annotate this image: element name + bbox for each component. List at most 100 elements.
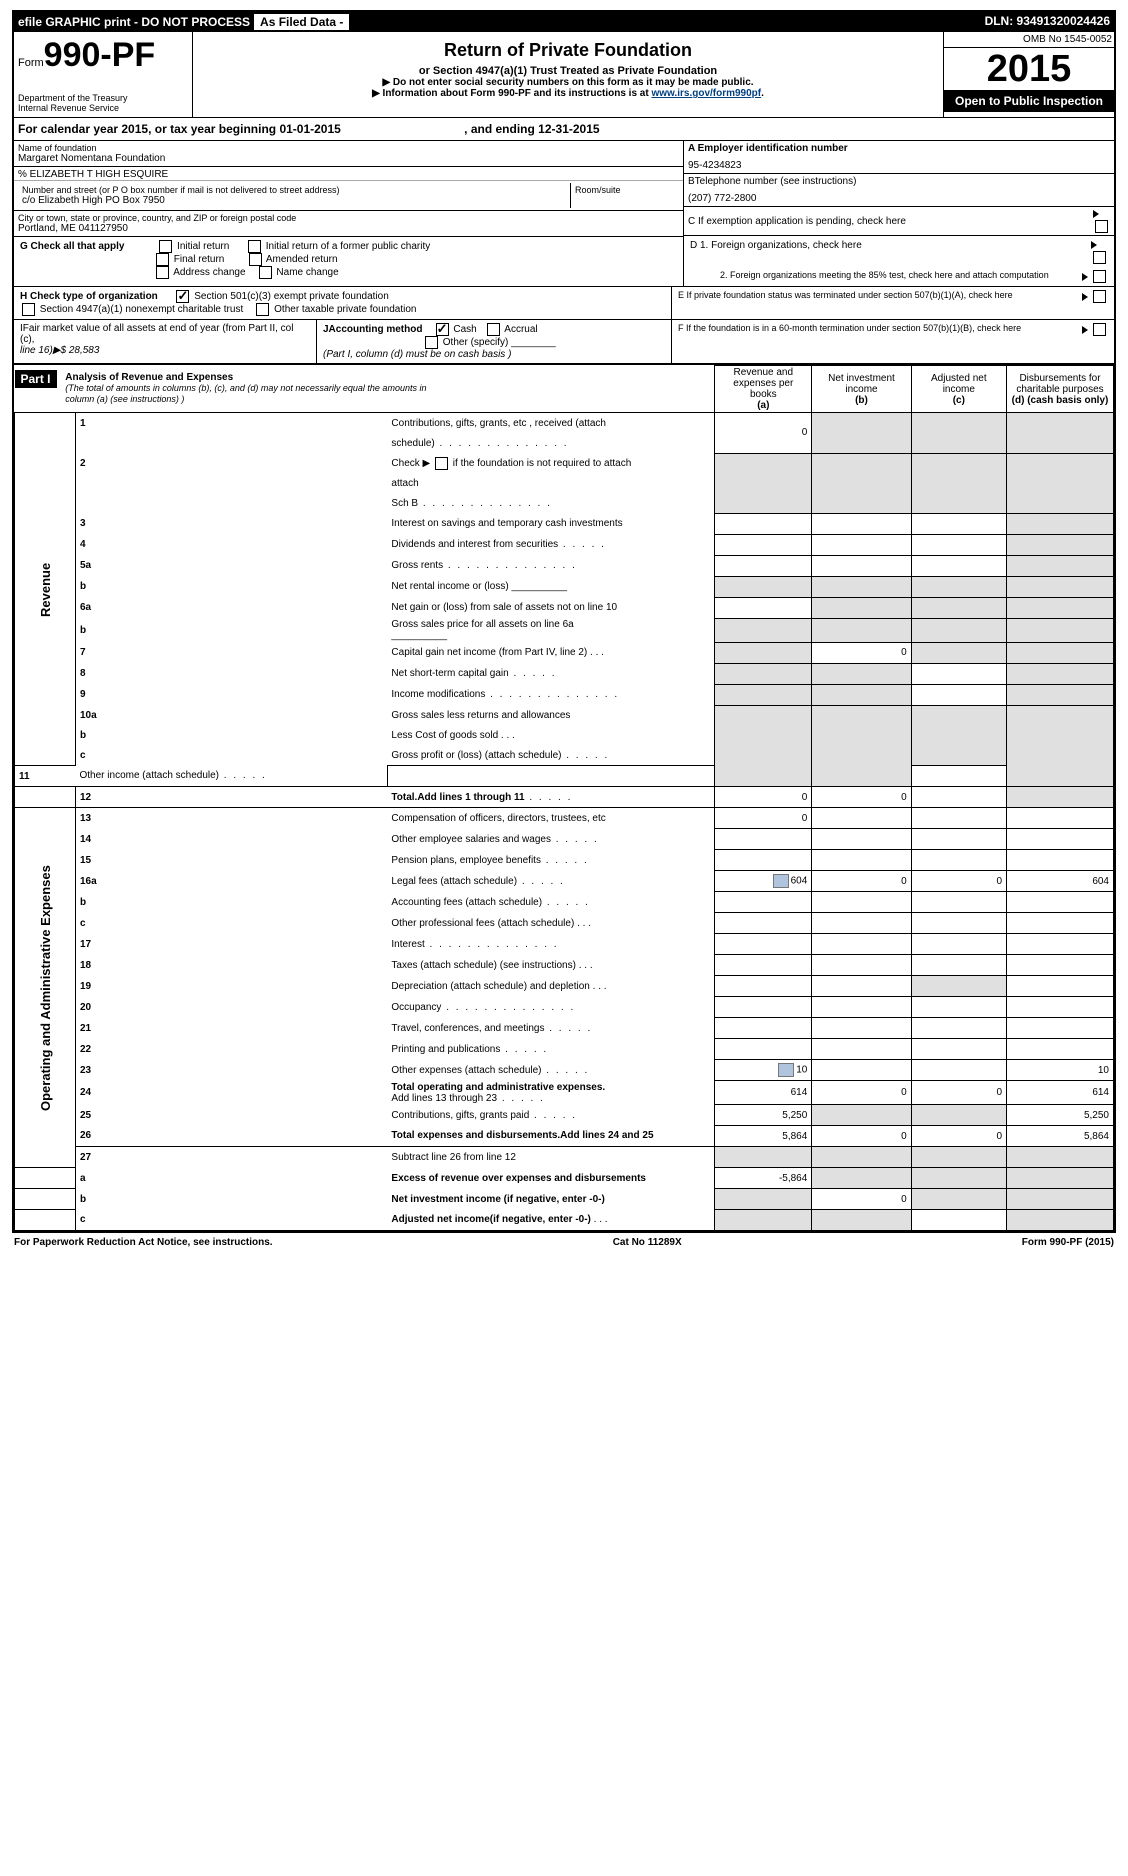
h-label: H Check type of organization (20, 291, 158, 302)
line20-text: Occupancy (391, 1002, 441, 1013)
arrow-icon (1091, 241, 1097, 249)
g-amended-checkbox[interactable] (249, 253, 262, 266)
form-word: Form (18, 57, 44, 69)
c-checkbox[interactable] (1095, 220, 1108, 233)
h-opt1: Section 501(c)(3) exempt private foundat… (194, 291, 389, 302)
line5a-text: Gross rents (391, 560, 443, 571)
line21-text: Travel, conferences, and meetings (391, 1023, 544, 1034)
line-27b: bNet investment income (if negative, ent… (15, 1189, 1114, 1210)
line18-text: Taxes (attach schedule) (see instruction… (391, 960, 576, 971)
line-2: 2 Check ▶ if the foundation is not requi… (15, 453, 1114, 473)
line27b-val: 0 (812, 1189, 911, 1210)
line25-text: Contributions, gifts, grants paid (391, 1110, 529, 1121)
city-row: City or town, state or province, country… (14, 211, 683, 237)
col-b-label: Net investment income (828, 373, 895, 395)
j-other-checkbox[interactable] (425, 336, 438, 349)
line8-text: Net short-term capital gain (391, 668, 508, 679)
c-check-area (1093, 209, 1110, 233)
col-c-tag: (c) (953, 395, 965, 406)
line24-val-b: 0 (812, 1081, 911, 1105)
d-section: D 1. Foreign organizations, check here 2… (683, 237, 1114, 286)
line1b-text: schedule) (391, 438, 434, 449)
line2-text: Check ▶ (391, 458, 430, 469)
f-label: F If the foundation is in a 60-month ter… (678, 323, 1021, 360)
j-other: Other (specify) (443, 337, 509, 348)
line13-val-a: 0 (715, 808, 812, 829)
care-of: % ELIZABETH T HIGH ESQUIRE (14, 167, 683, 181)
line16a-text: Legal fees (attach schedule) (391, 876, 517, 887)
street-value: c/o Elizabeth High PO Box 7950 (22, 195, 566, 206)
line-26: 26Total expenses and disbursements.Add l… (15, 1126, 1114, 1147)
header: Form990-PF Department of the Treasury In… (14, 32, 1114, 118)
line-13: Operating and Administrative Expenses 13… (15, 808, 1114, 829)
line-1: Revenue 1 Contributions, gifts, grants, … (15, 413, 1114, 434)
line-25: 25Contributions, gifts, grants paid5,250… (15, 1105, 1114, 1126)
g-address-checkbox[interactable] (156, 266, 169, 279)
line10b-text: Less Cost of goods sold (391, 730, 498, 741)
line22-text: Printing and publications (391, 1044, 500, 1055)
line23-val-a: 10 (796, 1065, 807, 1076)
name-label: Name of foundation (18, 143, 679, 153)
line-5a: 5aGross rents (15, 555, 1114, 576)
line-22: 22Printing and publications (15, 1039, 1114, 1060)
e-checkbox[interactable] (1093, 290, 1106, 303)
line25-val-d: 5,250 (1007, 1105, 1114, 1126)
line16c-text: Other professional fees (attach schedule… (391, 918, 574, 929)
attachment-icon[interactable] (773, 874, 789, 888)
line-16c: cOther professional fees (attach schedul… (15, 913, 1114, 934)
line27c-text: Adjusted net income(if negative, enter -… (391, 1214, 590, 1225)
i-section: IFair market value of all assets at end … (14, 320, 317, 363)
footer-center: Cat No 11289X (613, 1237, 682, 1248)
g-former-checkbox[interactable] (248, 240, 261, 253)
ident-left: Name of foundation Margaret Nomentana Fo… (14, 141, 683, 237)
h-501c3-checkbox[interactable] (176, 290, 189, 303)
arrow-icon (1082, 273, 1088, 281)
line2-checkbox[interactable] (435, 457, 448, 470)
line26-val-c: 0 (911, 1126, 1006, 1147)
line10a-text: Gross sales less returns and allowances (387, 705, 714, 725)
line14-text: Other employee salaries and wages (391, 834, 551, 845)
line-16a: 16aLegal fees (attach schedule)60400604 (15, 871, 1114, 892)
arrow-icon (1093, 210, 1099, 218)
exemption-row: C If exemption application is pending, c… (684, 207, 1114, 236)
g-final-checkbox[interactable] (156, 253, 169, 266)
irs-link[interactable]: www.irs.gov/form990pf (651, 88, 761, 99)
f-section: F If the foundation is in a 60-month ter… (672, 320, 1114, 363)
c-label: C If exemption application is pending, c… (688, 216, 906, 227)
city-value: Portland, ME 041127950 (18, 223, 679, 234)
line23-val-d: 10 (1007, 1060, 1114, 1081)
ein-row: A Employer identification number 95-4234… (684, 141, 1114, 174)
g-d-section: G Check all that apply Initial return In… (14, 237, 1114, 287)
footer-left: For Paperwork Reduction Act Notice, see … (14, 1237, 273, 1248)
h-opt2: Section 4947(a)(1) nonexempt charitable … (40, 304, 243, 315)
h-other-checkbox[interactable] (256, 303, 269, 316)
header-right: OMB No 1545-0052 2015 Open to Public Ins… (943, 32, 1114, 117)
i-label: IFair market value of all assets at end … (20, 323, 293, 345)
g-initial-checkbox[interactable] (159, 240, 172, 253)
j-accrual-checkbox[interactable] (487, 323, 500, 336)
g-opt-final: Final return (174, 254, 225, 265)
j-label: JAccounting method (323, 324, 422, 335)
f-checkbox[interactable] (1093, 323, 1106, 336)
phone-label: BTelephone number (see instructions) (688, 176, 1110, 187)
col-a-tag: (a) (757, 400, 769, 411)
attachment-icon[interactable] (778, 1063, 794, 1077)
d2-checkbox[interactable] (1093, 270, 1106, 283)
line-20: 20Occupancy (15, 997, 1114, 1018)
col-d-label: Disbursements for charitable purposes (1016, 373, 1103, 395)
line-5b: bNet rental income or (loss) __________ (15, 576, 1114, 597)
d1-row: D 1. Foreign organizations, check here (684, 237, 1114, 267)
line-27c: cAdjusted net income(if negative, enter … (15, 1210, 1114, 1231)
g-name-checkbox[interactable] (259, 266, 272, 279)
line-12: 12 Total.Add lines 1 through 11 0 0 (15, 787, 1114, 808)
line17-text: Interest (391, 939, 424, 950)
tax-year: 2015 (944, 48, 1114, 90)
calendar-year-row: For calendar year 2015, or tax year begi… (14, 118, 1114, 141)
h-section: H Check type of organization Section 501… (14, 287, 671, 319)
d2-row: 2. Foreign organizations meeting the 85%… (684, 267, 1114, 286)
line-21: 21Travel, conferences, and meetings (15, 1018, 1114, 1039)
j-cash-checkbox[interactable] (436, 323, 449, 336)
d1-checkbox[interactable] (1093, 251, 1106, 264)
h-4947-checkbox[interactable] (22, 303, 35, 316)
line4-text: Dividends and interest from securities (391, 539, 558, 550)
